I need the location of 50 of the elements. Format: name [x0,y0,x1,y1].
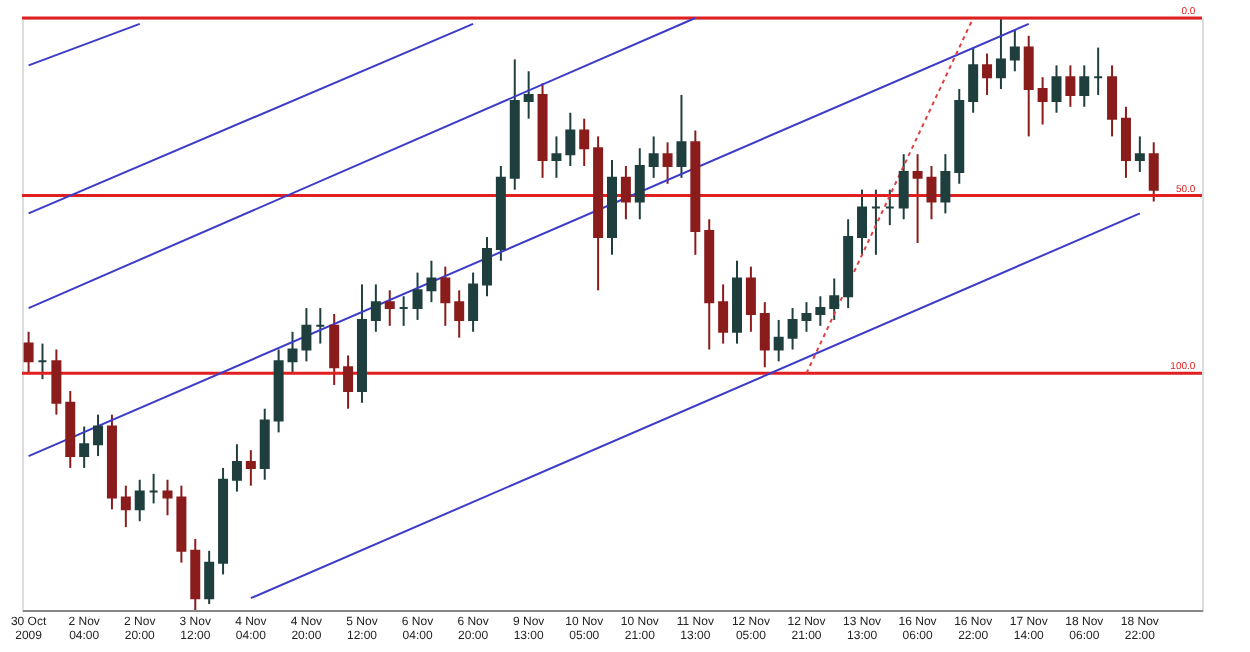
candlestick [551,135,562,179]
candlestick [1065,64,1076,108]
candlestick [773,318,784,363]
candlestick [648,135,659,179]
candlestick [1037,76,1048,126]
candlestick [120,484,131,529]
candlestick [51,348,62,416]
candlestick [1120,105,1131,179]
candlestick [565,111,576,167]
candlestick [93,413,104,458]
candlestick [718,283,729,345]
candlestick [995,17,1006,91]
candlestick [968,46,979,114]
candlestick [1023,34,1034,138]
candlestick [857,188,868,256]
candlestick [579,117,590,167]
candlestick [829,277,840,321]
candlestick [1079,64,1090,108]
candlestick [815,295,826,327]
candlestick [481,236,492,298]
candlestick [204,549,215,606]
candlestick [662,141,673,185]
candlestick [190,537,201,611]
candlestick [620,165,631,221]
candlestick [79,425,90,469]
candlestick [940,153,951,215]
candlestick [634,147,645,221]
candlestick [898,153,909,221]
candlestick [1051,64,1062,114]
candlestick [23,330,34,375]
candlestick [1148,141,1159,203]
candlestick [329,313,340,387]
candlestick [259,407,270,481]
candlestick [231,443,242,493]
candlestick [343,354,354,410]
candlestick [982,52,993,96]
candlestick [676,93,687,179]
candlestick [134,478,145,523]
candlestick [468,271,479,333]
candlestick [523,70,534,120]
candlestick [440,265,451,327]
candlestick [454,289,465,339]
candlestick [370,283,381,333]
candlestick [759,301,770,369]
candlestick [1134,135,1145,173]
candlestick [745,265,756,333]
candlestick [1107,64,1118,138]
candlestick [384,289,395,327]
candlestick [1009,28,1020,73]
candlestick [245,449,256,487]
